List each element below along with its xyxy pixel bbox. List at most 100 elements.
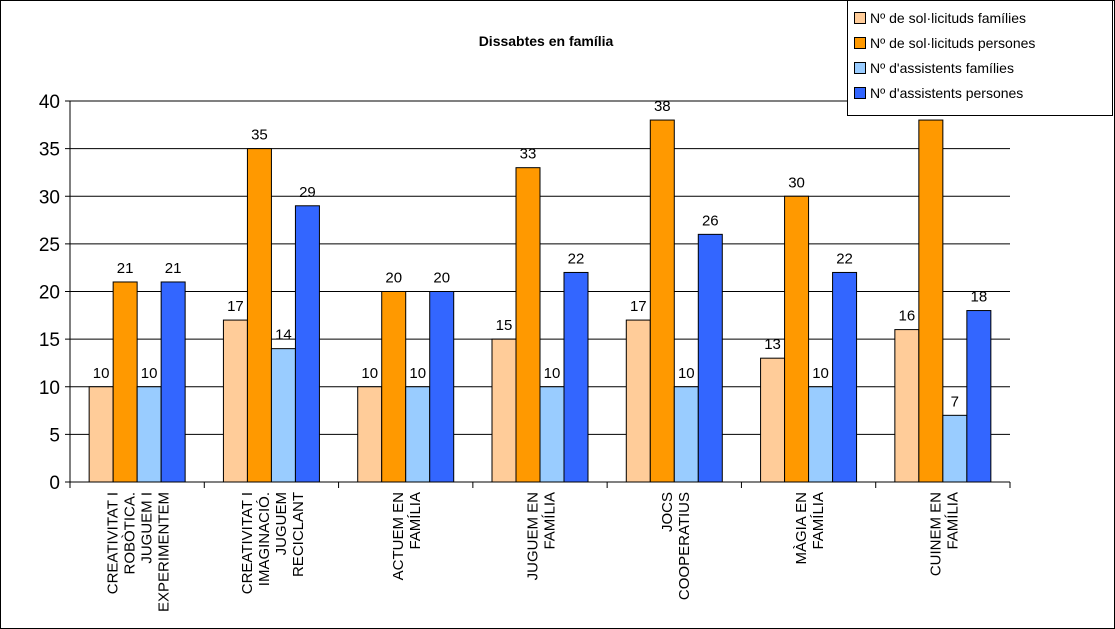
data-label: 17 (630, 298, 647, 315)
data-label: 21 (165, 260, 182, 277)
x-tick-label-line: EXPERIMENTEM (156, 492, 173, 612)
bar (894, 329, 920, 483)
x-tick-label: CUINEM EN FAMÍLIA (927, 492, 961, 576)
x-tick-label: ACTUEM EN FAMÍLIA (390, 492, 424, 580)
x-tick-label-line: JUGUEM I (139, 492, 156, 564)
x-tick-label-line: MÀGIA EN (793, 492, 810, 565)
bar (649, 119, 675, 483)
legend-swatch (854, 61, 866, 74)
x-tick-label-line: CUINEM EN (927, 492, 944, 576)
x-tick-label-line: ROBÒTICA. (122, 492, 139, 575)
bar (160, 281, 186, 483)
x-tick-label-line: JOCS (659, 492, 676, 532)
bar (515, 167, 541, 483)
data-label: 14 (275, 327, 292, 344)
bar (381, 291, 407, 483)
data-label: 10 (812, 365, 829, 382)
legend-item: Nº de sol·licituds persones (854, 30, 1112, 55)
legend-label: Nº de sol·licituds famílies (870, 9, 1027, 26)
bar (357, 386, 383, 483)
x-tick-label-line: JUGUEM (273, 492, 290, 555)
legend-item: Nº d'assistents persones (854, 80, 1112, 105)
y-tick-label: 5 (49, 425, 60, 446)
data-label: 10 (678, 365, 695, 382)
data-label: 20 (385, 270, 402, 287)
legend-label: Nº d'assistents persones (870, 84, 1024, 101)
x-tick-label-line: JUGUEM EN (525, 492, 542, 580)
bar (88, 386, 114, 483)
x-tick-label-line: FAMÍLIA (542, 492, 559, 550)
x-tick-label: CREATIVITAT I IMAGINACIÓ. JUGUEM RECICLANT (239, 492, 307, 594)
bar (673, 386, 699, 483)
legend-item: Nº d'assistents famílies (854, 55, 1112, 80)
legend: Nº de sol·licituds famílies Nº de sol·lic… (847, 0, 1113, 116)
data-label: 30 (788, 174, 805, 191)
x-tick-label-line: RECICLANT (290, 492, 307, 577)
x-tick-label-line: CREATIVITAT I (105, 492, 122, 594)
x-tick-label-line: CREATIVITAT I (239, 492, 256, 594)
data-label: 7 (951, 393, 959, 410)
x-tick-label-line: IMAGINACIÓ. (256, 492, 273, 586)
bar (294, 205, 320, 483)
x-tick-label-line: FAMÍLIA (810, 492, 827, 550)
data-label: 13 (764, 336, 781, 353)
bar (405, 386, 431, 483)
y-tick-label: 30 (39, 187, 60, 208)
y-tick-label: 20 (39, 283, 60, 304)
data-label: 29 (299, 184, 316, 201)
y-tick-label: 40 (39, 92, 60, 113)
bar (625, 319, 651, 483)
data-label: 16 (899, 308, 916, 325)
bar (808, 386, 834, 483)
bar (918, 119, 944, 483)
y-tick-label: 0 (49, 473, 60, 494)
data-label: 33 (520, 146, 537, 163)
x-tick-label-line: FAMÍLIA (407, 492, 424, 550)
legend-item: Nº de sol·licituds famílies (854, 5, 1112, 30)
x-tick-label-line: ACTUEM EN (390, 492, 407, 580)
data-label: 10 (544, 365, 561, 382)
x-tick-label: JUGUEM EN FAMÍLIA (525, 492, 559, 580)
bar (966, 310, 992, 483)
x-tick-label: JOCS COOPERATIUS (659, 492, 693, 600)
y-tick-label: 15 (39, 330, 60, 351)
data-label: 10 (93, 365, 110, 382)
legend-label: Nº de sol·licituds persones (870, 34, 1036, 51)
bar (491, 338, 517, 483)
chart-title: Dissabtes en família (479, 33, 614, 49)
x-tick-label: CREATIVITAT I ROBÒTICA. JUGUEM I EXPERIMENT… (105, 492, 173, 612)
bar (697, 233, 723, 483)
data-label: 10 (361, 365, 378, 382)
x-tick-label-line: FAMÍLIA (944, 492, 961, 550)
bars (88, 119, 992, 483)
bar (942, 414, 968, 483)
data-label: 15 (496, 317, 513, 334)
bar (760, 357, 786, 483)
legend-swatch (854, 36, 866, 49)
x-tick-label-line: COOPERATIUS (676, 492, 693, 600)
legend-label: Nº d'assistents famílies (870, 59, 1014, 76)
data-label: 38 (654, 98, 671, 115)
y-tick-label: 25 (39, 235, 60, 256)
data-label: 20 (433, 270, 450, 287)
data-label: 21 (117, 260, 134, 277)
data-label: 22 (836, 250, 853, 267)
data-label: 17 (227, 298, 244, 315)
legend-swatch (854, 11, 866, 24)
bar (136, 386, 162, 483)
bar (246, 148, 272, 483)
y-tick-label: 10 (39, 378, 60, 399)
data-label: 10 (141, 365, 158, 382)
bar (222, 319, 248, 483)
data-label: 35 (251, 127, 268, 144)
bar (270, 348, 296, 483)
data-label: 26 (702, 212, 719, 229)
y-tick-label: 35 (39, 140, 60, 161)
bar (112, 281, 138, 483)
bar (784, 195, 810, 483)
data-label: 10 (409, 365, 426, 382)
bar (429, 291, 455, 483)
x-tick-label: MÀGIA EN FAMÍLIA (793, 492, 827, 565)
bar (563, 271, 589, 483)
